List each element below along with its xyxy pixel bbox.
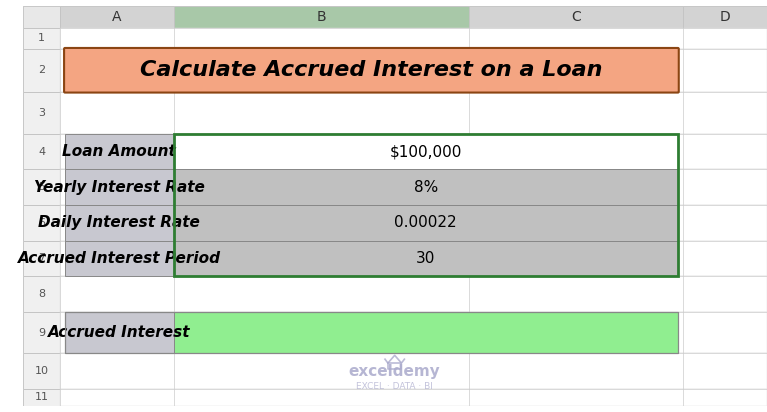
Bar <box>173 134 678 169</box>
Text: 2: 2 <box>38 65 45 75</box>
Bar <box>23 353 60 389</box>
Text: 30: 30 <box>416 251 436 266</box>
Text: Loan Amount: Loan Amount <box>62 144 176 159</box>
Bar <box>60 205 767 241</box>
Bar <box>23 6 60 28</box>
Bar <box>60 353 767 389</box>
FancyBboxPatch shape <box>64 48 679 93</box>
Bar <box>60 169 767 205</box>
Bar <box>60 6 173 28</box>
Text: 1: 1 <box>38 33 45 43</box>
Text: Accrued Interest: Accrued Interest <box>48 325 190 340</box>
Bar <box>23 49 60 91</box>
Bar <box>23 91 60 134</box>
Text: 4: 4 <box>38 147 45 157</box>
Bar <box>23 389 60 406</box>
Bar <box>23 276 60 312</box>
Bar <box>65 169 173 205</box>
Text: 5: 5 <box>38 182 45 192</box>
Bar <box>65 312 678 353</box>
Bar <box>23 241 60 276</box>
Bar <box>173 205 678 241</box>
Bar <box>60 49 767 91</box>
Text: 9: 9 <box>38 328 45 337</box>
Text: 8: 8 <box>38 289 45 299</box>
Bar <box>683 6 767 28</box>
Bar <box>60 276 767 312</box>
Text: B: B <box>317 10 326 24</box>
Bar <box>173 6 469 28</box>
Text: 11: 11 <box>35 393 49 403</box>
Bar <box>23 28 60 49</box>
Bar <box>23 205 60 241</box>
Bar <box>173 312 678 353</box>
Text: A: A <box>112 10 122 24</box>
Text: D: D <box>719 10 730 24</box>
Bar <box>60 312 767 353</box>
Text: Calculate Accrued Interest on a Loan: Calculate Accrued Interest on a Loan <box>140 60 603 80</box>
Bar <box>23 312 60 353</box>
Bar <box>60 91 767 134</box>
Text: EXCEL · DATA · BI: EXCEL · DATA · BI <box>356 382 433 391</box>
Bar <box>65 241 173 276</box>
Bar <box>60 389 767 406</box>
Bar <box>65 134 173 169</box>
Text: 10: 10 <box>35 366 49 376</box>
Text: 8%: 8% <box>413 180 438 194</box>
Text: 7: 7 <box>38 253 45 263</box>
Text: 0.00022: 0.00022 <box>394 215 457 230</box>
Text: Yearly Interest Rate: Yearly Interest Rate <box>34 180 205 194</box>
Bar <box>469 6 683 28</box>
Bar <box>23 134 60 169</box>
Bar <box>173 169 678 205</box>
Text: 3: 3 <box>38 108 45 118</box>
Bar <box>173 241 678 276</box>
Text: $100,000: $100,000 <box>390 144 462 159</box>
Bar <box>23 169 60 205</box>
Bar <box>60 241 767 276</box>
Bar <box>60 28 767 49</box>
Text: Daily Interest Rate: Daily Interest Rate <box>38 215 200 230</box>
Bar <box>60 134 767 169</box>
Bar <box>173 134 678 276</box>
Text: 6: 6 <box>38 218 45 228</box>
Text: C: C <box>571 10 581 24</box>
Text: exceldemy: exceldemy <box>349 364 440 379</box>
Bar <box>65 312 173 353</box>
Text: Accrued Interest Period: Accrued Interest Period <box>18 251 221 266</box>
Bar <box>65 205 173 241</box>
